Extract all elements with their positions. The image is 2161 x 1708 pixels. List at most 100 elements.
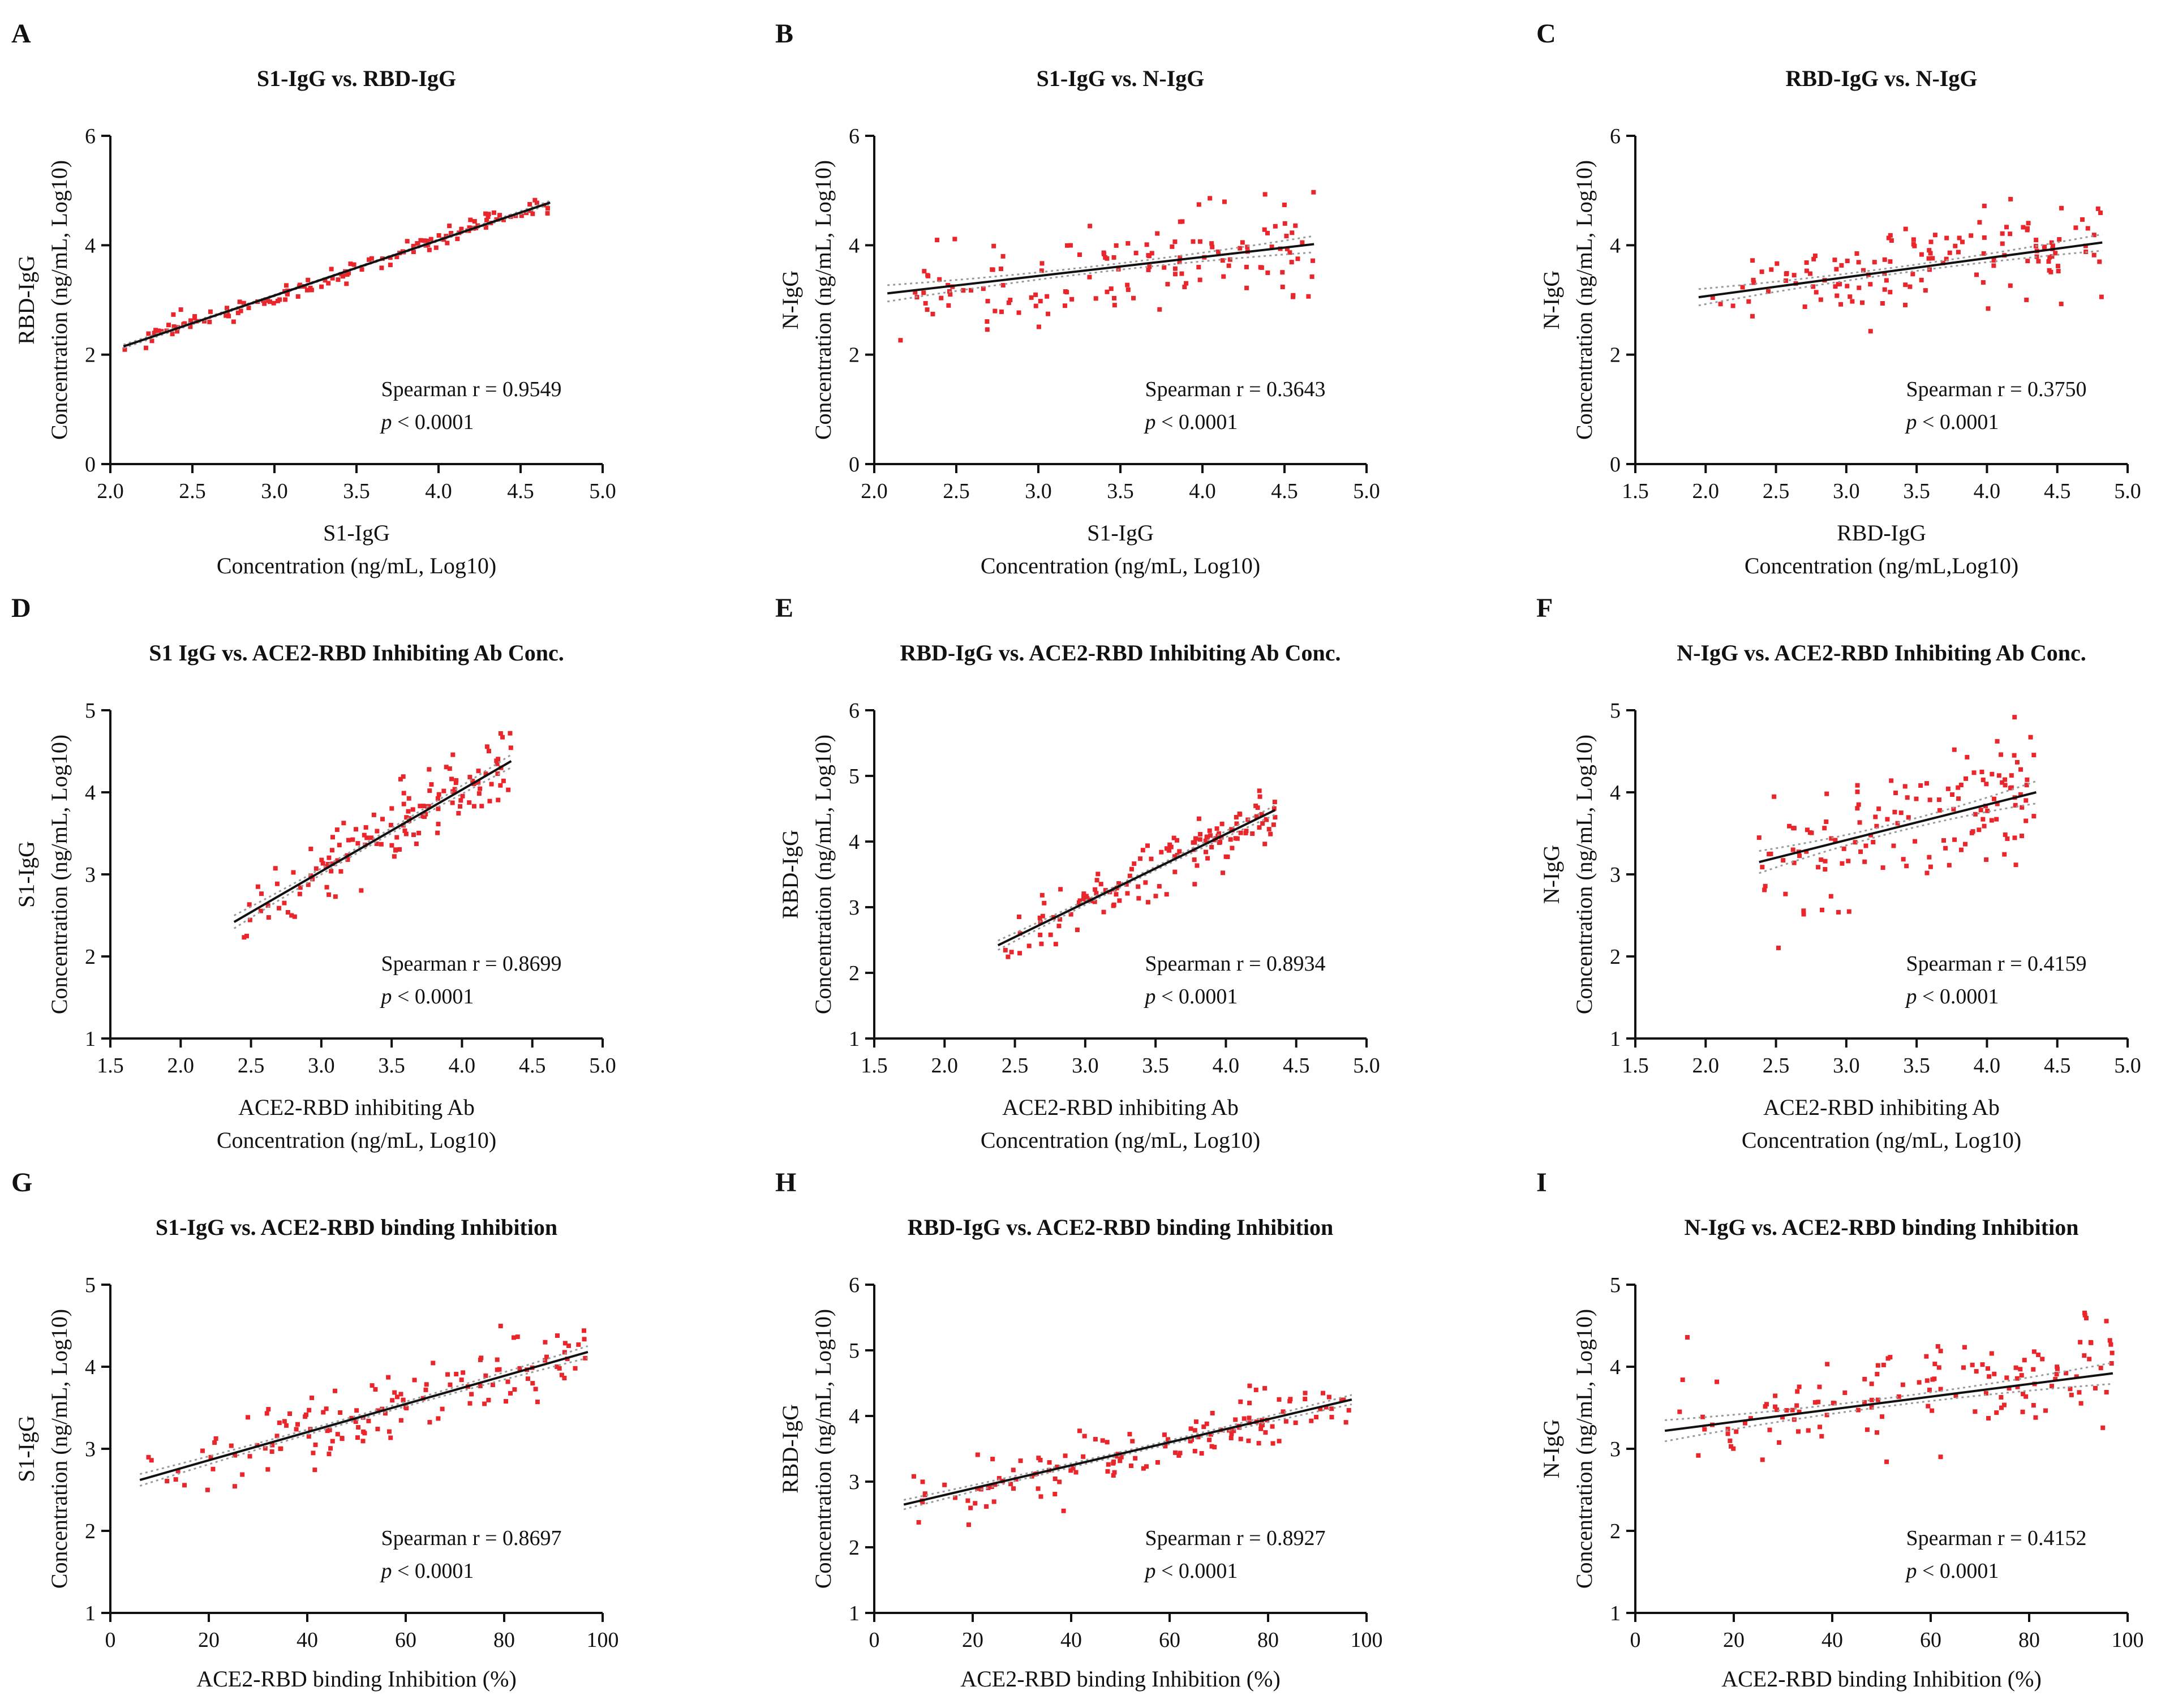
data-point [1999,752,2004,757]
data-point [2050,254,2055,259]
data-point [1838,302,1844,307]
data-point [295,1422,300,1427]
data-point [445,1372,450,1377]
data-point [1823,859,1828,864]
data-point [1979,769,1984,774]
x-axis-label: Concentration (ng/mL, Log10) [981,553,1260,578]
data-point [1981,251,1986,256]
data-point [467,1401,472,1406]
data-point [1874,823,1879,829]
chart-title: N-IgG vs. ACE2-RBD binding Inhibition [1685,1215,2079,1240]
data-point [298,885,303,890]
data-point [1969,830,1974,835]
data-point [2056,269,2061,274]
data-point [1986,306,1991,311]
y-tick-label: 1 [1610,1602,1621,1625]
x-tick-label: 20 [1723,1628,1745,1652]
data-point [1845,259,1850,264]
data-point [1756,835,1762,840]
y-tick-label: 2 [1610,945,1621,969]
data-point [1850,299,1855,304]
data-point [406,809,411,814]
data-point [495,761,500,766]
data-point [1217,831,1222,836]
data-point [1088,224,1093,229]
data-point [1725,1431,1730,1436]
data-point [1857,285,1862,290]
data-point [1218,840,1223,845]
data-point [436,1416,441,1421]
data-point [369,256,374,261]
p-symbol: p [1144,410,1156,434]
data-point [171,312,176,317]
data-point [990,267,995,272]
chart-title: RBD-IgG vs. N-IgG [1786,66,1978,91]
data-point [1081,891,1086,896]
data-point [1882,287,1887,292]
data-point [1824,791,1829,796]
data-point [2078,1401,2083,1406]
data-point [2009,785,2014,790]
data-point [985,299,990,304]
data-point [2002,852,2007,857]
data-point [398,1418,403,1423]
data-point [1036,324,1041,329]
data-point [1192,840,1197,845]
data-point [1118,1458,1123,1464]
p-value: < 0.0001 [392,410,474,434]
data-point [1238,812,1243,817]
data-point [1257,788,1262,793]
data-point [1114,243,1119,248]
data-point [1145,900,1150,905]
data-point [1198,832,1203,837]
data-point [1095,872,1101,877]
data-point [1247,1401,1252,1406]
x-tick-label: 2.5 [943,479,970,503]
data-point [415,241,420,246]
data-point [1764,1402,1769,1407]
x-tick-label: 3.0 [261,479,288,503]
data-point [1341,1397,1346,1402]
data-point [916,1520,921,1525]
data-point [1093,296,1098,301]
data-point [1857,820,1862,825]
data-point [321,1410,326,1415]
data-point [1303,1391,1308,1396]
data-point [555,1333,560,1338]
data-point [1057,1479,1062,1484]
data-point [1858,849,1863,854]
data-point [2091,233,2096,238]
panel-e: E RBD-IgG vs. ACE2-RBD Inhibiting Ab Conc… [775,593,1380,1153]
data-point [1930,256,1935,261]
data-point [1848,294,1853,299]
data-point [1990,771,1995,776]
y-tick-label: 0 [849,453,860,477]
data-point [1999,1394,2004,1400]
x-tick-label: 5.0 [2114,1054,2141,1078]
data-point [208,309,213,314]
data-point [348,261,353,267]
data-point [411,832,416,837]
data-point [229,1443,234,1448]
p-symbol: p [380,1559,392,1583]
x-axis-label: ACE2-RBD binding Inhibition (%) [1721,1666,2042,1692]
data-point [398,1392,403,1397]
data-point [255,884,260,889]
data-point [483,771,488,776]
data-point [1804,849,1809,854]
data-point [1914,796,1919,801]
data-point [1787,823,1792,829]
x-tick-label: 5.0 [589,1054,616,1078]
data-point [1819,857,1824,862]
p-value-label: p < 0.0001 [1905,1559,1999,1583]
data-point [1927,1387,1932,1392]
data-point [456,811,461,816]
data-point [486,749,491,754]
y-axis-label: S1-IgG [14,841,39,908]
data-point [1836,282,1841,287]
x-tick-label: 3.5 [1142,1054,1169,1078]
data-point [1903,282,1908,287]
x-tick-label: 4.0 [1213,1054,1240,1078]
x-tick-label: 80 [493,1628,515,1652]
y-tick-label: 1 [849,1602,860,1625]
